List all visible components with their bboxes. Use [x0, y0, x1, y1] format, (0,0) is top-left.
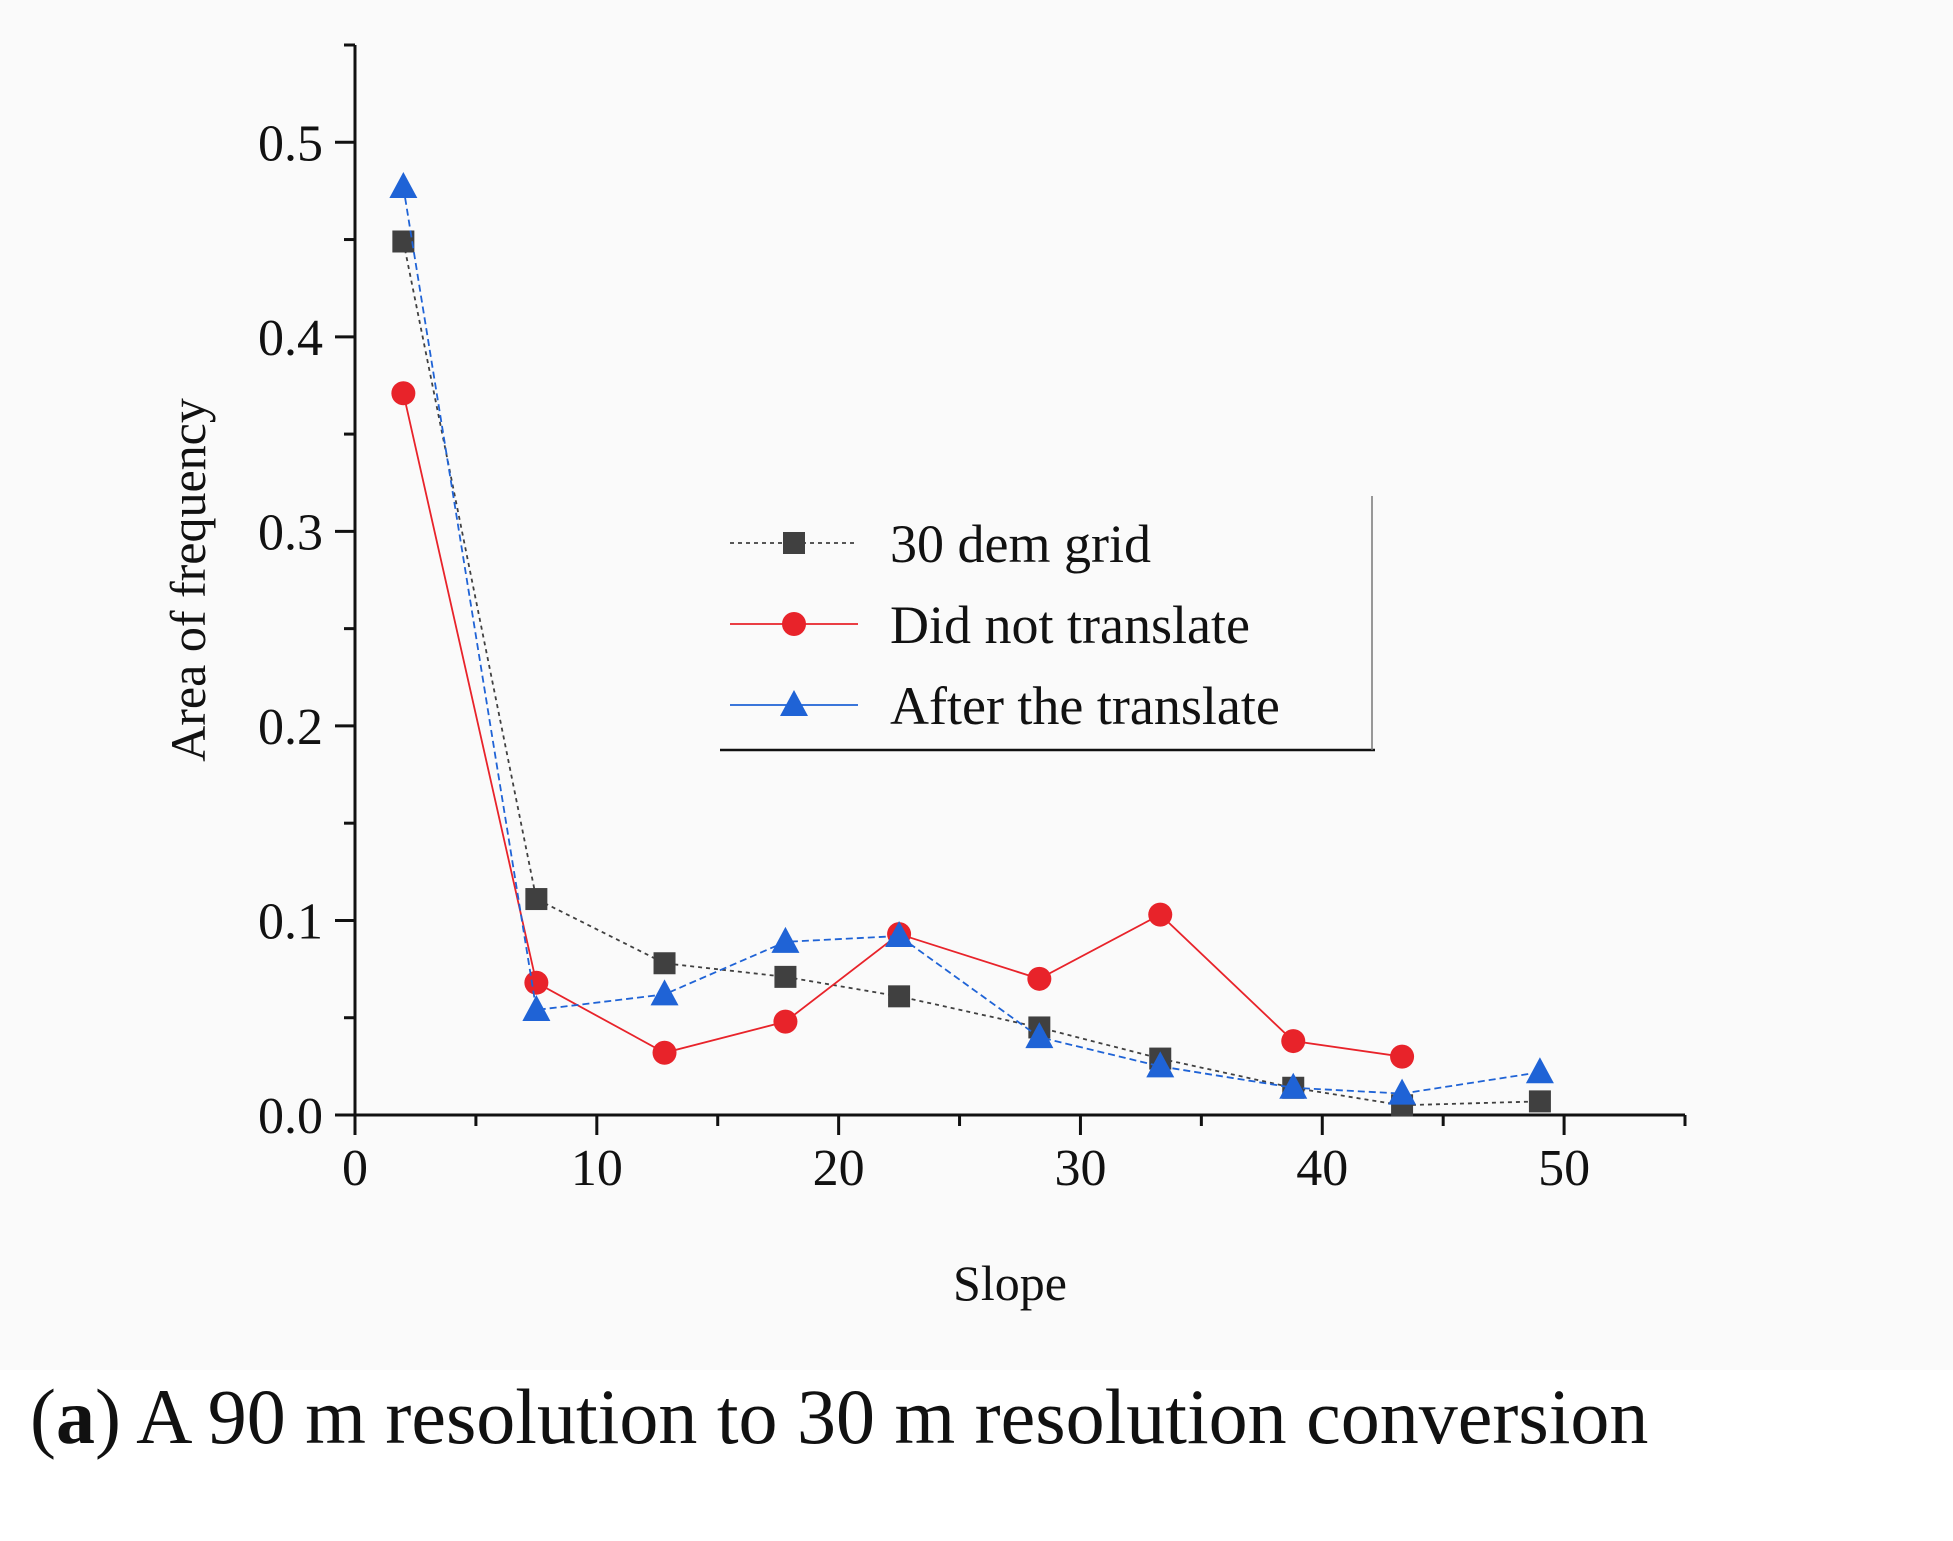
- data-point: [391, 381, 416, 406]
- data-point: [774, 965, 797, 988]
- legend-label: 30 dem grid: [890, 514, 1151, 574]
- x-tick-label: 10: [571, 1140, 623, 1197]
- data-point: [1148, 902, 1173, 927]
- data-point: [1279, 1072, 1308, 1099]
- data-point: [1525, 1057, 1554, 1084]
- data-point: [1146, 1051, 1175, 1078]
- data-point: [524, 970, 549, 995]
- x-tick-label: 0: [342, 1140, 368, 1197]
- legend-label: Did not translate: [890, 595, 1250, 655]
- data-point: [525, 888, 548, 911]
- data-point: [1390, 1044, 1415, 1069]
- data-point: [653, 952, 676, 975]
- x-tick-label: 30: [1054, 1140, 1106, 1197]
- x-axis-label: Slope: [953, 1255, 1067, 1311]
- axes: 0 10 20 30 40 50 0.0 0.1 0.2 0.3 0.4 0.5: [258, 43, 1687, 1197]
- data-point: [888, 985, 911, 1008]
- series-square: [392, 230, 1551, 1117]
- y-tick-label: 0.5: [258, 115, 323, 172]
- data-point: [650, 979, 679, 1006]
- series-triangle: [389, 172, 1554, 1105]
- x-tick-label: 20: [813, 1140, 865, 1197]
- series-line: [402, 241, 1540, 1107]
- data-point: [885, 921, 914, 948]
- data-point: [1027, 966, 1052, 991]
- legend-marker: [783, 532, 805, 554]
- figure-caption: (a) A 90 m resolution to 30 m resolution…: [30, 1373, 1649, 1460]
- caption-text: A 90 m resolution to 30 m resolution con…: [120, 1373, 1649, 1460]
- legend-marker: [782, 612, 806, 636]
- data-point: [771, 926, 800, 953]
- data-point: [1388, 1078, 1417, 1105]
- slope-frequency-chart: 0 10 20 30 40 50 0.0 0.1 0.2 0.3 0.4 0.5 30 dem gri…: [160, 43, 1687, 1311]
- data-point: [652, 1040, 677, 1065]
- legend-label: After the translate: [890, 676, 1280, 736]
- x-tick-label: 50: [1538, 1140, 1590, 1197]
- y-axis-label: Area of frequency: [160, 398, 216, 762]
- data-point: [1528, 1090, 1551, 1113]
- data-point: [773, 1009, 798, 1034]
- data-point: [392, 230, 415, 253]
- y-tick-label: 0.4: [258, 310, 323, 367]
- data-point: [389, 172, 418, 199]
- chart-area: 0 10 20 30 40 50 0.0 0.1 0.2 0.3 0.4 0.5 30 dem gri…: [160, 43, 1687, 1311]
- y-tick-label: 0.1: [258, 893, 323, 950]
- data-point: [522, 994, 551, 1021]
- legend-marker: [780, 690, 808, 716]
- y-tick-label: 0.0: [258, 1088, 323, 1145]
- data-point: [1281, 1029, 1306, 1054]
- y-tick-label: 0.2: [258, 699, 323, 756]
- caption-label: a: [55, 1373, 95, 1460]
- legend: 30 dem grid Did not translate After the tr…: [720, 496, 1375, 752]
- y-tick-label: 0.3: [258, 504, 323, 561]
- series-layer: [389, 172, 1554, 1117]
- x-tick-label: 40: [1296, 1140, 1348, 1197]
- series-line: [402, 186, 1541, 1095]
- data-point: [1025, 1022, 1054, 1049]
